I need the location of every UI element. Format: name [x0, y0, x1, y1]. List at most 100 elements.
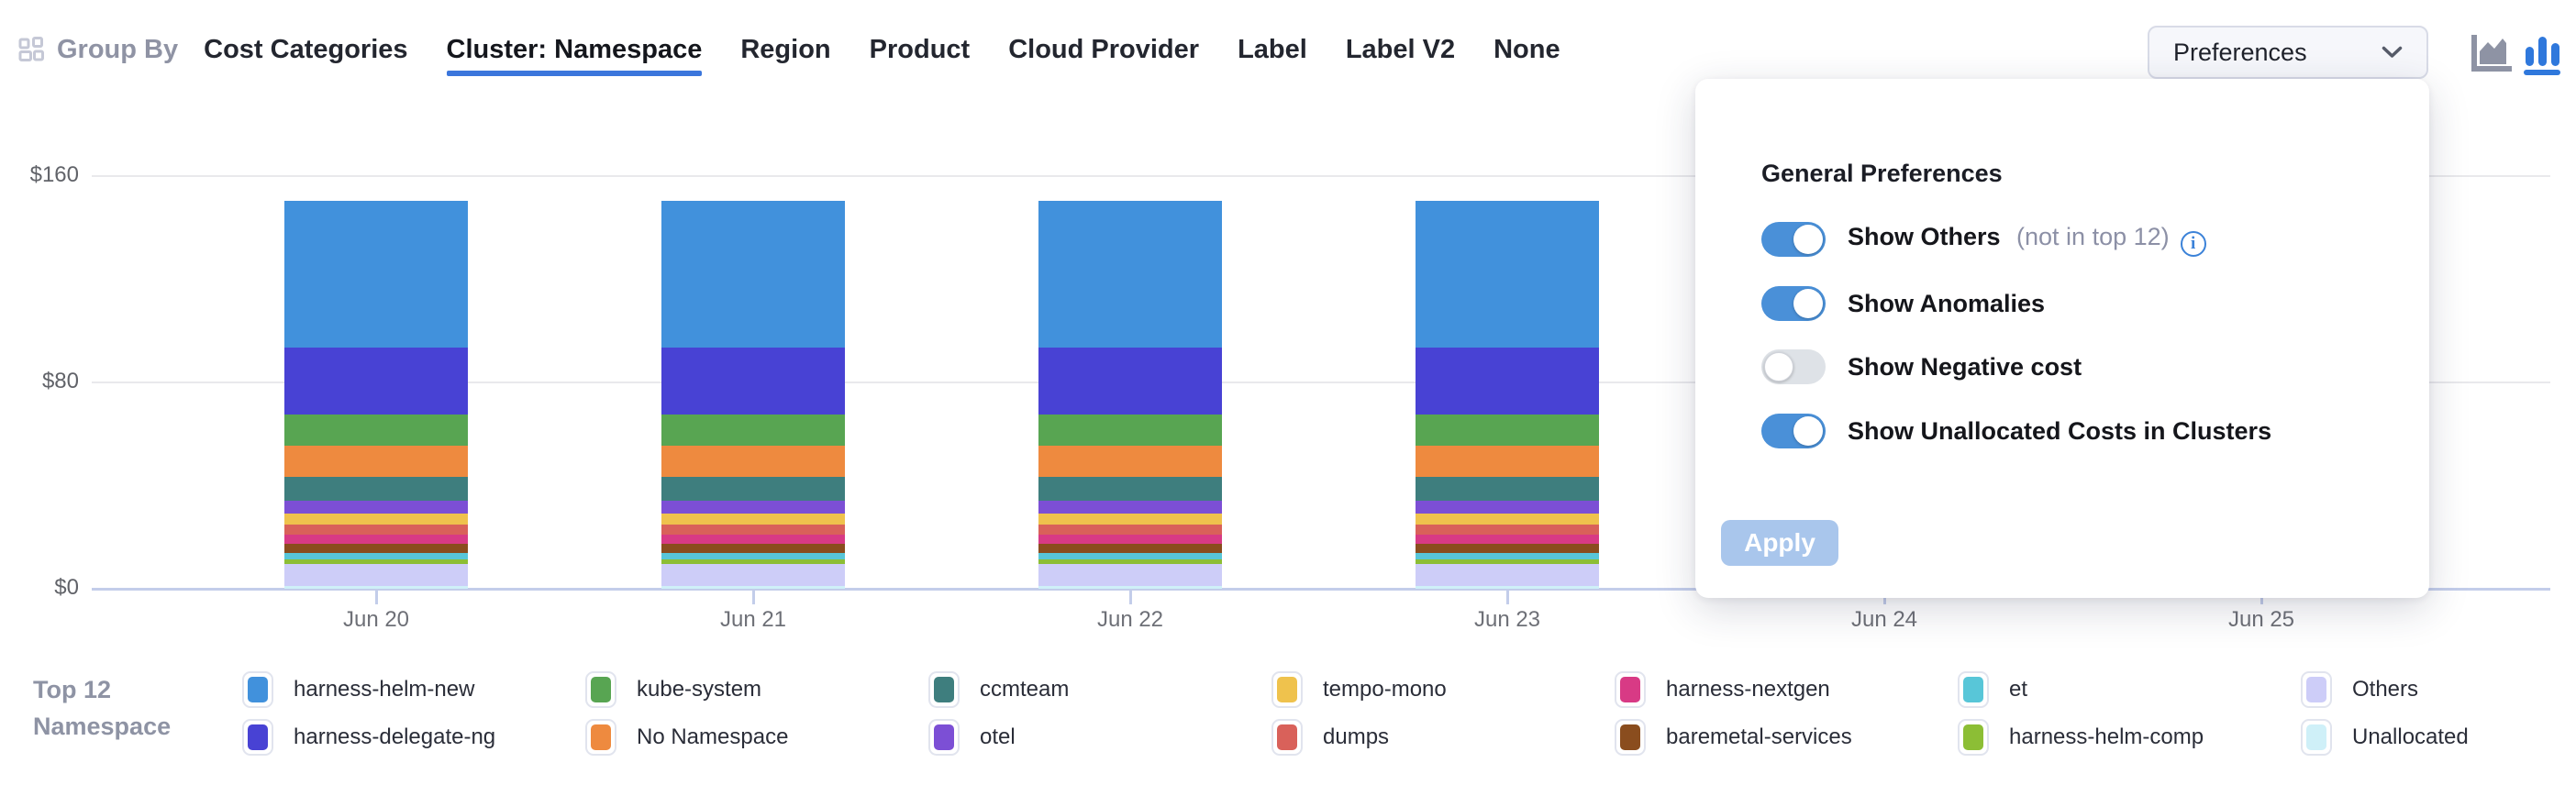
bar-segment-tempo-mono[interactable] [1416, 514, 1599, 525]
bar-segment-baremetal-services[interactable] [1416, 543, 1599, 553]
bar-segment-no-namespace[interactable] [1038, 445, 1222, 477]
toggle-label-show-unallocated-costs-in-clusters: Show Unallocated Costs in Clusters [1848, 416, 2272, 445]
toggle-label-suffix: (not in top 12) [2009, 222, 2170, 250]
legend-item-tempo-mono[interactable]: tempo-mono [1271, 666, 1615, 713]
bar-segment-harness-nextgen[interactable] [1038, 534, 1222, 544]
preferences-button-label: Preferences [2173, 38, 2307, 66]
bar-segment-harness-delegate-ng[interactable] [284, 348, 468, 415]
bar-segment-kube-system[interactable] [1416, 415, 1599, 446]
tab-none[interactable]: None [1493, 35, 1560, 64]
toggle-show-negative-cost[interactable] [1761, 349, 1826, 384]
legend-item-unallocated[interactable]: Unallocated [2301, 713, 2576, 761]
legend-item-kube-system[interactable]: kube-system [585, 666, 928, 713]
bar-segment-harness-helm-comp[interactable] [1038, 558, 1222, 565]
legend-color-chip [2301, 719, 2332, 756]
preferences-popup-title: General Preferences [1761, 160, 2003, 187]
bar-segment-baremetal-services[interactable] [661, 543, 845, 553]
y-axis-label: $160 [29, 162, 79, 187]
apply-button[interactable]: Apply [1721, 520, 1838, 566]
legend-item-dumps[interactable]: dumps [1271, 713, 1615, 761]
legend-item-harness-helm-comp[interactable]: harness-helm-comp [1958, 713, 2301, 761]
bar-segment-ccmteam[interactable] [661, 476, 845, 502]
toggle-show-unallocated-costs-in-clusters[interactable] [1761, 414, 1826, 448]
bar-segment-unallocated[interactable] [284, 586, 468, 589]
bar-segment-harness-helm-comp[interactable] [661, 558, 845, 565]
bar-segment-otel[interactable] [284, 501, 468, 514]
bar-segment-unallocated[interactable] [1038, 586, 1222, 589]
bar-segment-baremetal-services[interactable] [284, 543, 468, 553]
bar-segment-harness-nextgen[interactable] [284, 534, 468, 544]
toggle-show-anomalies[interactable] [1761, 286, 1826, 321]
x-axis-tick [752, 590, 755, 604]
legend-item-et[interactable]: et [1958, 666, 2301, 713]
bar-segment-otel[interactable] [661, 501, 845, 514]
tab-product[interactable]: Product [869, 35, 971, 64]
bar-segment-otel[interactable] [1038, 501, 1222, 514]
bar-segment-unallocated[interactable] [1416, 586, 1599, 589]
tab-cost-categories[interactable]: Cost Categories [204, 35, 408, 64]
bar-segment-no-namespace[interactable] [661, 445, 845, 477]
bar-segment-others[interactable] [1038, 564, 1222, 587]
bar-segment-harness-delegate-ng[interactable] [661, 348, 845, 415]
info-icon[interactable]: i [2180, 230, 2206, 257]
bar-segment-kube-system[interactable] [1038, 415, 1222, 446]
bar-segment-dumps[interactable] [661, 524, 845, 535]
bar-segment-dumps[interactable] [1038, 524, 1222, 535]
area-chart-icon[interactable] [2470, 33, 2514, 75]
legend-color-chip [928, 719, 960, 756]
tab-cluster-namespace[interactable]: Cluster: Namespace [446, 35, 703, 76]
legend-item-ccmteam[interactable]: ccmteam [928, 666, 1271, 713]
bar-segment-harness-helm-new[interactable] [284, 200, 468, 348]
bar-segment-harness-helm-new[interactable] [1038, 200, 1222, 348]
bar-segment-no-namespace[interactable] [1416, 445, 1599, 477]
legend-title: Top 12 Namespace [33, 671, 171, 745]
bar-segment-tempo-mono[interactable] [1038, 514, 1222, 525]
bar-segment-no-namespace[interactable] [284, 445, 468, 477]
legend-item-baremetal-services[interactable]: baremetal-services [1615, 713, 1958, 761]
bar-segment-unallocated[interactable] [661, 586, 845, 589]
bar-segment-baremetal-services[interactable] [1038, 543, 1222, 553]
bar-segment-tempo-mono[interactable] [661, 514, 845, 525]
bar-segment-harness-helm-new[interactable] [1416, 200, 1599, 348]
bar-segment-harness-helm-new[interactable] [661, 200, 845, 348]
preferences-button[interactable]: Preferences [2148, 26, 2428, 79]
bar-segment-ccmteam[interactable] [1416, 476, 1599, 502]
legend-item-harness-delegate-ng[interactable]: harness-delegate-ng [242, 713, 585, 761]
bar-segment-ccmteam[interactable] [284, 476, 468, 502]
bar-segment-et[interactable] [661, 552, 845, 559]
bar-segment-harness-delegate-ng[interactable] [1416, 348, 1599, 415]
bar-segment-others[interactable] [1416, 564, 1599, 587]
tab-label[interactable]: Label [1238, 35, 1307, 64]
tab-cloud-provider[interactable]: Cloud Provider [1008, 35, 1200, 64]
bar-segment-kube-system[interactable] [284, 415, 468, 446]
bar-segment-harness-helm-comp[interactable] [1416, 558, 1599, 565]
legend-item-otel[interactable]: otel [928, 713, 1271, 761]
bar-segment-et[interactable] [1038, 552, 1222, 559]
bar-segment-dumps[interactable] [284, 524, 468, 535]
legend-item-harness-nextgen[interactable]: harness-nextgen [1615, 666, 1958, 713]
bar-segment-harness-nextgen[interactable] [1416, 534, 1599, 544]
legend-item-label: harness-nextgen [1666, 677, 1830, 702]
bar-segment-harness-delegate-ng[interactable] [1038, 348, 1222, 415]
legend-item-harness-helm-new[interactable]: harness-helm-new [242, 666, 585, 713]
legend-item-others[interactable]: Others [2301, 666, 2576, 713]
bar-segment-et[interactable] [284, 552, 468, 559]
bar-segment-kube-system[interactable] [661, 415, 845, 446]
bar-chart-icon[interactable] [2521, 33, 2565, 75]
bar-segment-harness-nextgen[interactable] [661, 534, 845, 544]
legend-color-swatch [1620, 677, 1640, 702]
toggle-show-others[interactable] [1761, 222, 1826, 257]
bar-segment-harness-helm-comp[interactable] [284, 558, 468, 565]
x-axis-label: Jun 24 [1850, 607, 1918, 632]
tab-label-v2[interactable]: Label V2 [1345, 35, 1456, 64]
tab-region[interactable]: Region [740, 35, 831, 64]
bar-segment-et[interactable] [1416, 552, 1599, 559]
bar-segment-tempo-mono[interactable] [284, 514, 468, 525]
legend-item-no-namespace[interactable]: No Namespace [585, 713, 928, 761]
bar-segment-otel[interactable] [1416, 501, 1599, 514]
toggle-knob [1793, 289, 1823, 318]
bar-segment-ccmteam[interactable] [1038, 476, 1222, 502]
bar-segment-others[interactable] [661, 564, 845, 587]
bar-segment-dumps[interactable] [1416, 524, 1599, 535]
bar-segment-others[interactable] [284, 564, 468, 587]
